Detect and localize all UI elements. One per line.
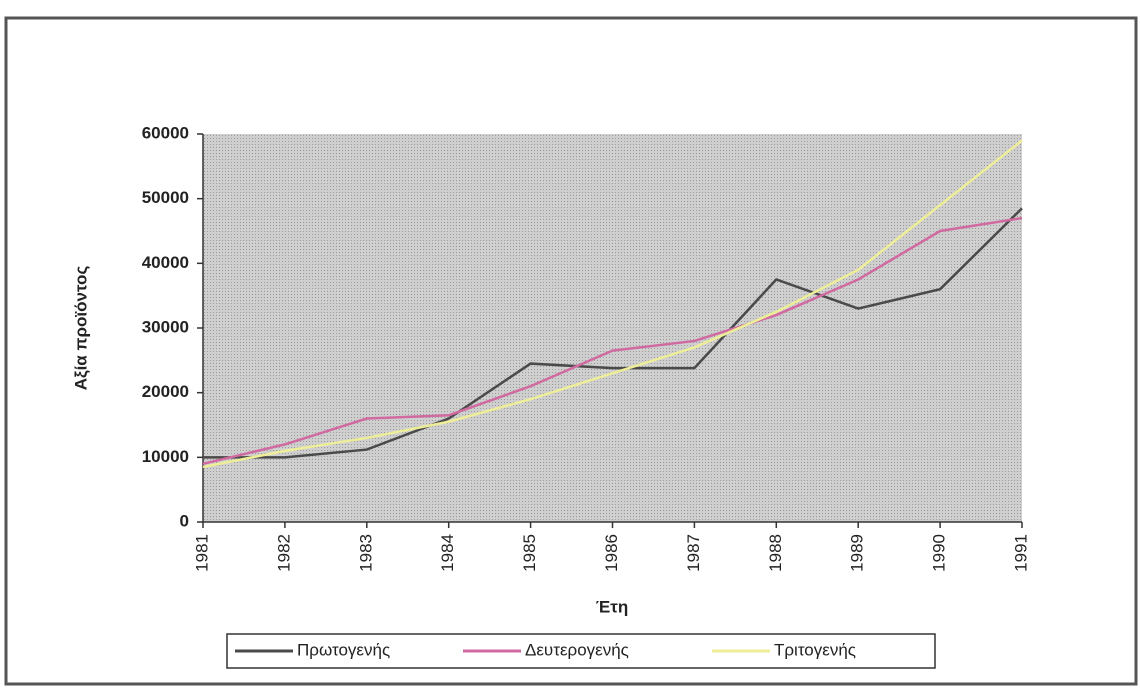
plot-area [203, 134, 1022, 522]
x-tick-label: 1989 [848, 534, 867, 572]
x-tick-label: 1986 [602, 534, 621, 572]
x-tick-label: 1991 [1011, 534, 1030, 572]
legend [226, 633, 936, 669]
y-tick-label: 20000 [142, 382, 189, 401]
x-tick-label: 1981 [192, 534, 211, 572]
x-tick-label: 1983 [356, 534, 375, 572]
y-tick-label: 10000 [142, 447, 189, 466]
y-tick-label: 60000 [142, 123, 189, 142]
y-tick-label: 30000 [142, 317, 189, 336]
legend-label: Πρωτογενής [297, 640, 390, 659]
series-line [202, 216, 1023, 466]
legend-label: Τριτογενής [774, 640, 856, 659]
y-axis-label: Αξία προϊόντος [71, 266, 90, 391]
x-tick-label: 1990 [930, 534, 949, 572]
series-line [202, 139, 1023, 469]
x-tick-label: 1988 [766, 534, 785, 572]
y-tick-label: 50000 [142, 188, 189, 207]
y-tick-label: 0 [180, 511, 189, 530]
y-tick-label: 40000 [142, 253, 189, 272]
x-tick-label: 1987 [684, 534, 703, 572]
series-line [203, 207, 1023, 459]
x-axis-label: Έτη [596, 597, 628, 616]
x-tick-label: 1985 [520, 534, 539, 572]
x-tick-label: 1982 [274, 534, 293, 572]
x-tick-label: 1984 [438, 534, 457, 572]
legend-label: Δευτερογενής [525, 640, 629, 659]
